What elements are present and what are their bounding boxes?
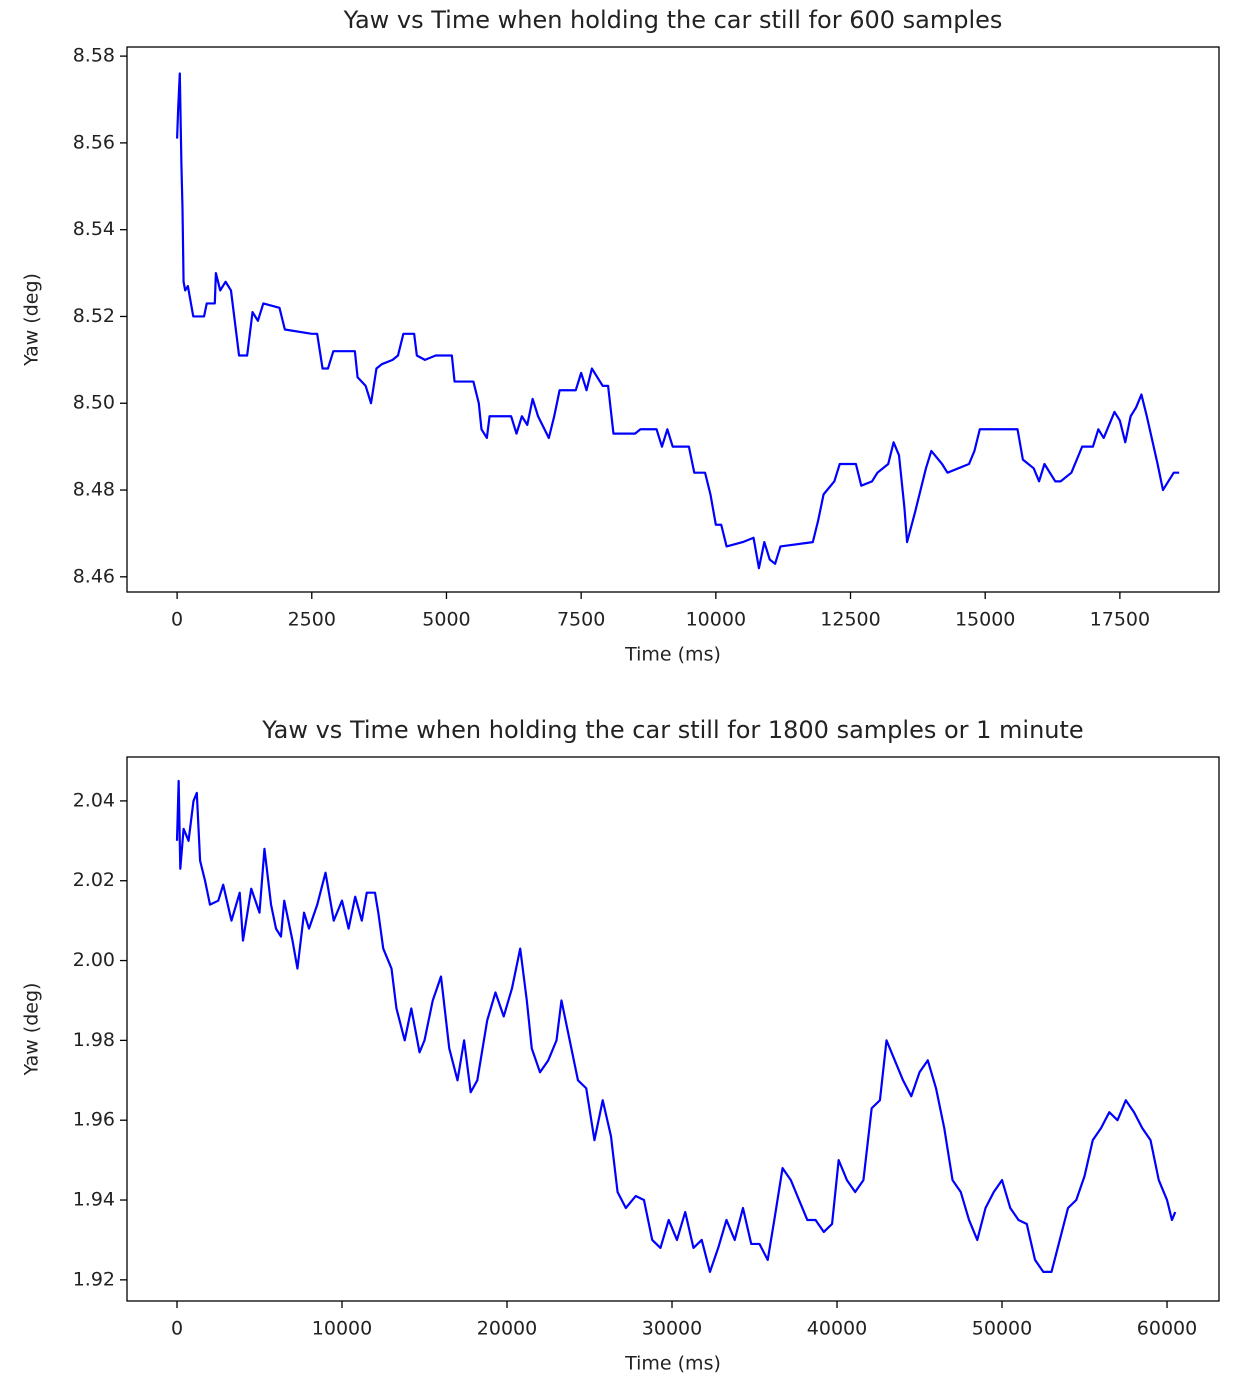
y-axis-label: Yaw (deg) [21, 273, 43, 367]
x-axis-label: Time (ms) [624, 644, 721, 666]
y-tick-label: 2.02 [73, 869, 115, 891]
y-tick-label: 1.94 [73, 1189, 115, 1211]
x-tick-label: 15000 [955, 609, 1015, 631]
x-tick-label: 20000 [477, 1318, 537, 1340]
y-tick-label: 8.58 [73, 45, 115, 67]
y-axis-label: Yaw (deg) [21, 983, 43, 1077]
x-tick-label: 7500 [557, 609, 605, 631]
y-tick-label: 1.98 [73, 1029, 115, 1051]
x-axis-label: Time (ms) [624, 1353, 721, 1375]
y-tick-label: 1.96 [73, 1109, 115, 1131]
x-tick-label: 10000 [686, 609, 746, 631]
y-tick-label: 1.92 [73, 1268, 115, 1290]
x-tick-label: 60000 [1137, 1318, 1197, 1340]
x-tick-label: 17500 [1090, 609, 1150, 631]
y-tick-label: 8.46 [73, 565, 115, 587]
x-tick-label: 40000 [807, 1318, 867, 1340]
x-tick-label: 30000 [642, 1318, 702, 1340]
y-tick-label: 8.56 [73, 131, 115, 153]
x-tick-label: 50000 [972, 1318, 1032, 1340]
data-line [175, 779, 1177, 1273]
x-tick-label: 2500 [288, 609, 336, 631]
y-tick-label: 8.52 [73, 305, 115, 327]
plot-frame [126, 46, 1220, 593]
x-tick-label: 10000 [312, 1318, 372, 1340]
y-tick-label: 8.48 [73, 479, 115, 501]
data-line [176, 72, 1180, 570]
y-tick-label: 8.54 [73, 218, 115, 240]
chart-title: Yaw vs Time when holding the car still f… [343, 6, 1003, 34]
y-tick-label: 2.04 [73, 789, 115, 811]
x-tick-label: 5000 [422, 609, 470, 631]
y-tick-label: 8.50 [73, 392, 115, 414]
y-tick-label: 2.00 [73, 949, 115, 971]
x-tick-label: 0 [171, 1318, 183, 1340]
x-tick-label: 12500 [820, 609, 880, 631]
chart-title: Yaw vs Time when holding the car still f… [261, 716, 1083, 744]
x-tick-label: 0 [171, 609, 183, 631]
plot-frame [126, 756, 1220, 1302]
